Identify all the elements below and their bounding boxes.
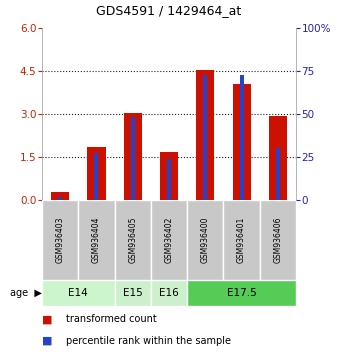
Text: ■: ■ (42, 314, 52, 324)
Bar (233, 84, 251, 200)
Text: transformed count: transformed count (66, 314, 156, 324)
Bar (58, 196, 62, 200)
Bar (87, 147, 105, 200)
Text: GSM936400: GSM936400 (201, 217, 210, 263)
Bar (223, 200, 260, 280)
Text: GSM936406: GSM936406 (273, 217, 282, 263)
Bar (240, 75, 244, 200)
Text: GSM936401: GSM936401 (237, 217, 246, 263)
Bar (94, 153, 98, 200)
Bar (115, 280, 151, 306)
Bar (276, 148, 280, 200)
Bar (187, 200, 223, 280)
Text: age  ▶: age ▶ (10, 288, 42, 298)
Bar (42, 200, 78, 280)
Bar (269, 116, 287, 200)
Bar (187, 280, 296, 306)
Bar (167, 159, 171, 200)
Bar (124, 113, 142, 200)
Bar (260, 200, 296, 280)
Text: GSM936402: GSM936402 (165, 217, 173, 263)
Bar (42, 280, 115, 306)
Text: E15: E15 (123, 288, 143, 298)
Bar (151, 200, 187, 280)
Text: GDS4591 / 1429464_at: GDS4591 / 1429464_at (96, 4, 242, 17)
Bar (115, 200, 151, 280)
Bar (203, 75, 207, 200)
Text: E14: E14 (68, 288, 88, 298)
Text: ■: ■ (42, 336, 52, 346)
Text: GSM936403: GSM936403 (56, 217, 65, 263)
Bar (51, 192, 69, 200)
Bar (78, 200, 115, 280)
Text: E17.5: E17.5 (227, 288, 257, 298)
Bar (151, 280, 187, 306)
Bar (160, 152, 178, 200)
Text: E16: E16 (159, 288, 179, 298)
Text: percentile rank within the sample: percentile rank within the sample (66, 336, 231, 346)
Text: GSM936404: GSM936404 (92, 217, 101, 263)
Text: GSM936405: GSM936405 (128, 217, 137, 263)
Bar (131, 118, 135, 200)
Bar (196, 70, 214, 200)
